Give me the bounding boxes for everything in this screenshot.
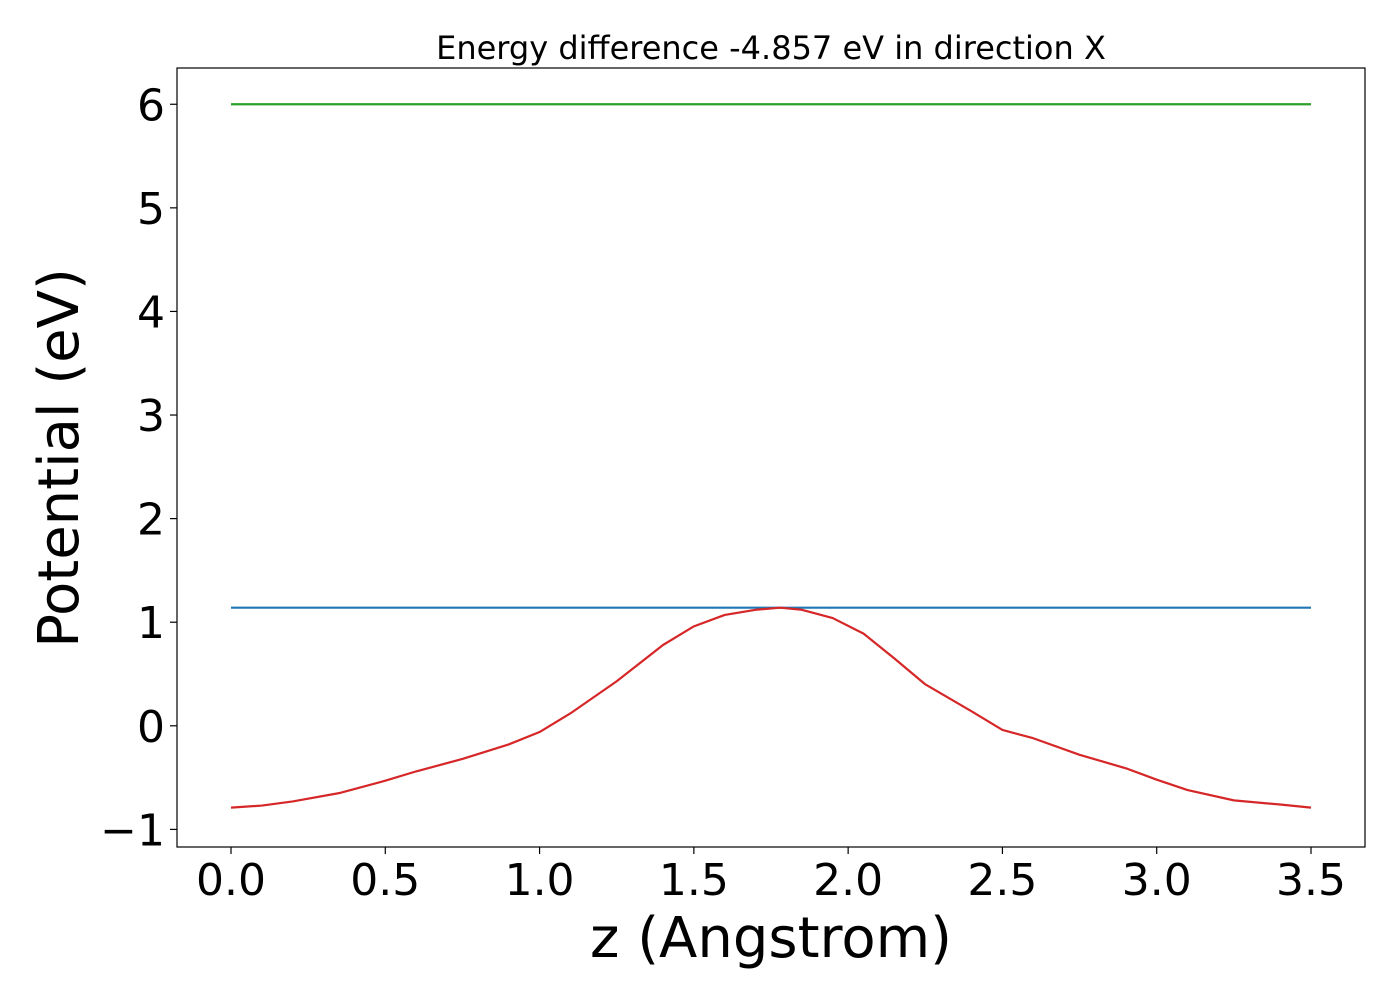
y-tick-label: 6 (137, 80, 165, 131)
y-axis-label: Potential (eV) (27, 268, 92, 648)
x-axis-ticks: 0.0 0.5 1.0 1.5 2.0 2.5 3.0 3.5 (196, 847, 1346, 906)
x-tick-label: 3.5 (1276, 855, 1346, 906)
x-tick-label: 3.0 (1122, 855, 1192, 906)
plot-lines (230, 103, 1312, 809)
x-tick-label: 2.0 (813, 855, 883, 906)
series-line-2 (230, 606, 1312, 809)
x-tick-label: 2.5 (967, 855, 1037, 906)
x-tick-label: 1.5 (659, 855, 729, 906)
y-tick-label: 1 (137, 598, 165, 649)
x-tick-label: 0.5 (350, 855, 420, 906)
y-tick-label: −1 (100, 805, 165, 856)
y-tick-label: 3 (137, 391, 165, 442)
y-tick-label: 2 (137, 495, 165, 546)
y-tick-label: 4 (137, 287, 165, 338)
y-axis-ticks: −1 0 1 2 3 4 5 6 (100, 80, 177, 856)
axes-frame (176, 67, 1366, 848)
x-tick-label: 1.0 (505, 855, 575, 906)
y-tick-label: 5 (137, 184, 165, 235)
chart-title: Energy difference -4.857 eV in direction… (436, 29, 1106, 67)
x-tick-label: 0.0 (196, 855, 266, 906)
x-axis-label: z (Angstrom) (590, 906, 952, 971)
y-tick-label: 0 (137, 702, 165, 753)
